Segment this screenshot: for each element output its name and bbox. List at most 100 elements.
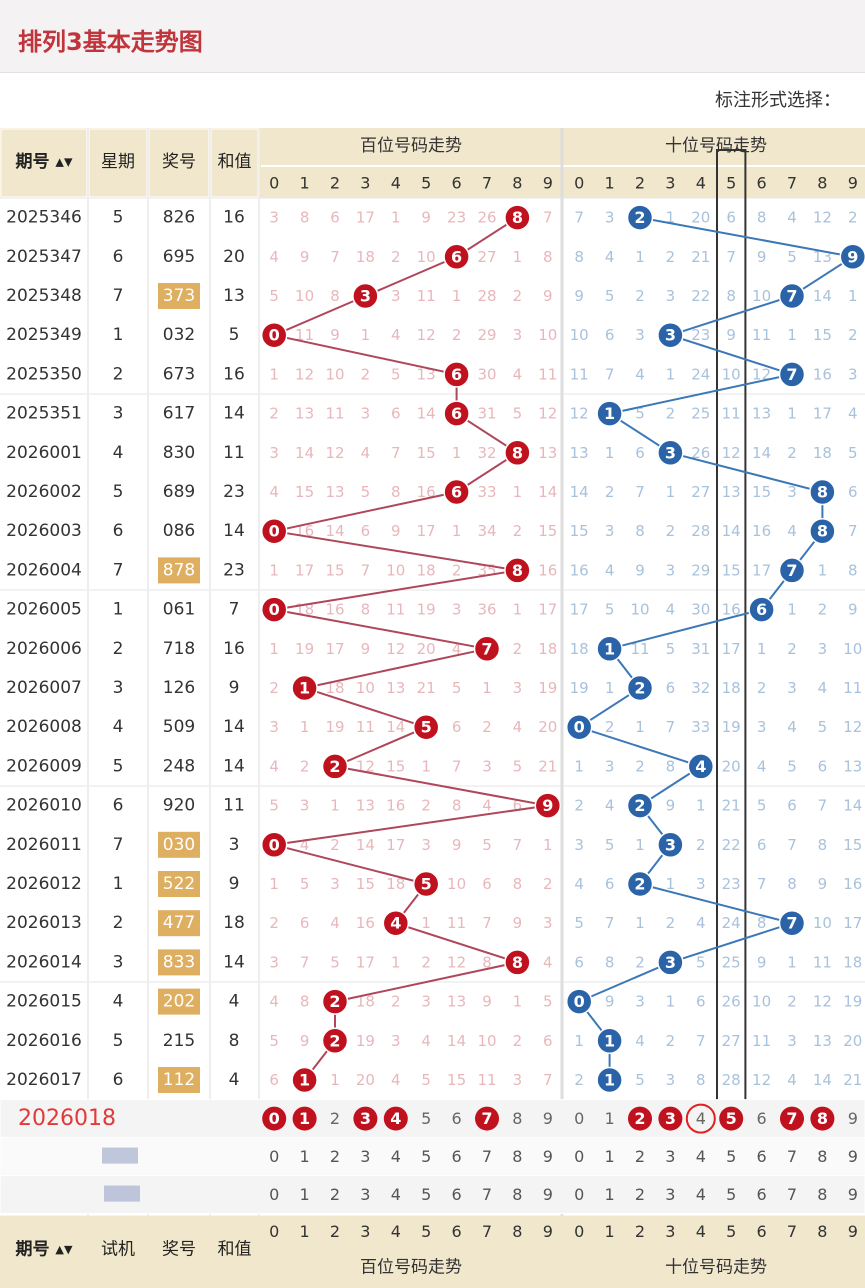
selection-row [0,1137,865,1177]
issue-number: 2025349 [6,325,82,345]
header-tens-digit: 5 [726,174,736,193]
pick-tens-digit: 5 [726,1185,736,1204]
award-number: 509 [163,717,195,737]
hundreds-miss: 5 [513,757,523,775]
hundreds-miss: 1 [452,287,462,305]
hundreds-miss: 3 [482,757,492,775]
award-highlight [158,557,200,584]
tens-miss: 27 [722,1032,741,1050]
pick-tens-digit: 4 [696,1147,706,1166]
weekday: 5 [113,756,124,776]
hundreds-miss: 10 [538,326,557,344]
hundreds-miss: 33 [477,483,496,501]
sum-value: 16 [223,208,245,228]
hundreds-miss: 11 [386,601,405,619]
tens-miss: 20 [691,209,710,227]
award-number: 617 [163,404,195,424]
tens-miss: 9 [574,287,584,305]
tens-miss: 6 [605,875,615,893]
weekday: 5 [113,1031,124,1051]
tens-ball [596,1066,623,1094]
tens-miss: 12 [570,405,589,423]
tens-miss: 24 [722,914,741,932]
hundreds-miss: 26 [477,209,496,227]
award-number: 032 [163,325,195,345]
weekday: 4 [113,992,124,1012]
hundreds-miss: 17 [325,640,344,658]
footer-hundreds-label: 百位号码走势 [360,1258,462,1278]
hundreds-miss: 18 [356,248,375,266]
tens-miss: 1 [635,914,645,932]
hundreds-ball [260,517,288,545]
tens-miss: 16 [752,522,771,540]
hundreds-miss: 5 [391,365,401,383]
circled-digit-marker [685,1103,716,1134]
hundreds-ball-label: 3 [360,287,371,306]
hundreds-ball [382,909,410,937]
award-number: 061 [163,600,195,620]
tens-miss: 18 [722,679,741,697]
award-number: 030 [163,835,195,855]
selection-row [0,1175,865,1215]
hundreds-miss: 3 [391,287,401,305]
hundreds-miss: 9 [361,640,371,658]
pick-hundreds-digit: 6 [452,1185,462,1204]
pick-hundreds-ball [475,1106,499,1131]
footer-tens-label: 十位号码走势 [665,1258,767,1278]
tens-ball [809,517,836,545]
tens-ball-label: 7 [786,365,797,384]
hundreds-miss: 2 [330,836,340,854]
pick-hundreds-digit: 7 [482,1185,492,1204]
pick-tens-digit: 4 [696,1109,706,1128]
tens-miss: 1 [574,757,584,775]
tens-miss: 32 [691,679,710,697]
tens-miss: 2 [848,326,858,344]
header-hundreds-digit: 3 [360,174,370,193]
tens-ball-label: 8 [817,483,828,502]
hundreds-miss: 1 [391,209,401,227]
footer-hundreds-digit: 0 [269,1222,279,1241]
hundreds-miss: 1 [513,248,523,266]
issue-number: 2026014 [6,952,82,972]
pick-tens-label: 2 [634,1109,645,1128]
hundreds-ball-label: 5 [421,875,432,894]
tens-miss: 8 [635,522,645,540]
tens-miss: 4 [666,601,676,619]
tens-miss: 9 [635,561,645,579]
tens-ball-label: 3 [665,443,676,462]
hundreds-miss: 1 [269,561,279,579]
hundreds-miss: 9 [300,248,310,266]
weekday: 6 [113,796,124,816]
tens-miss: 13 [722,483,741,501]
pick-tens-ball [628,1106,652,1131]
hundreds-miss: 16 [325,601,344,619]
tens-ball [657,439,684,467]
footer-tens-digit: 0 [574,1222,584,1241]
hundreds-ball [291,1066,318,1094]
annotation-mode-label[interactable]: 标注形式选择： [715,90,841,111]
weekday: 6 [113,247,124,267]
tens-miss: 5 [635,405,645,423]
hundreds-miss: 4 [269,248,279,266]
hundreds-ball [412,870,440,898]
tens-miss: 8 [848,561,858,579]
tens-miss: 4 [605,797,615,815]
tens-miss: 2 [666,522,676,540]
tens-miss: 4 [635,1032,645,1050]
tens-miss: 1 [666,209,676,227]
hundreds-miss: 3 [543,914,553,932]
hundreds-miss: 14 [386,718,405,736]
tens-miss: 9 [757,953,767,971]
redacted-block [104,1185,140,1202]
weekday: 3 [113,404,124,424]
hundreds-miss: 29 [477,326,496,344]
pick-hundreds-ball [383,1106,408,1131]
hundreds-miss: 10 [477,1032,496,1050]
tens-miss: 25 [691,405,710,423]
pick-tens-label: 3 [665,1109,676,1128]
hundreds-miss: 7 [513,836,523,854]
hundreds-miss: 13 [447,993,466,1011]
header-tens-digit: 6 [757,174,767,193]
issue-number: 2026017 [6,1070,82,1090]
tens-miss: 2 [635,287,645,305]
